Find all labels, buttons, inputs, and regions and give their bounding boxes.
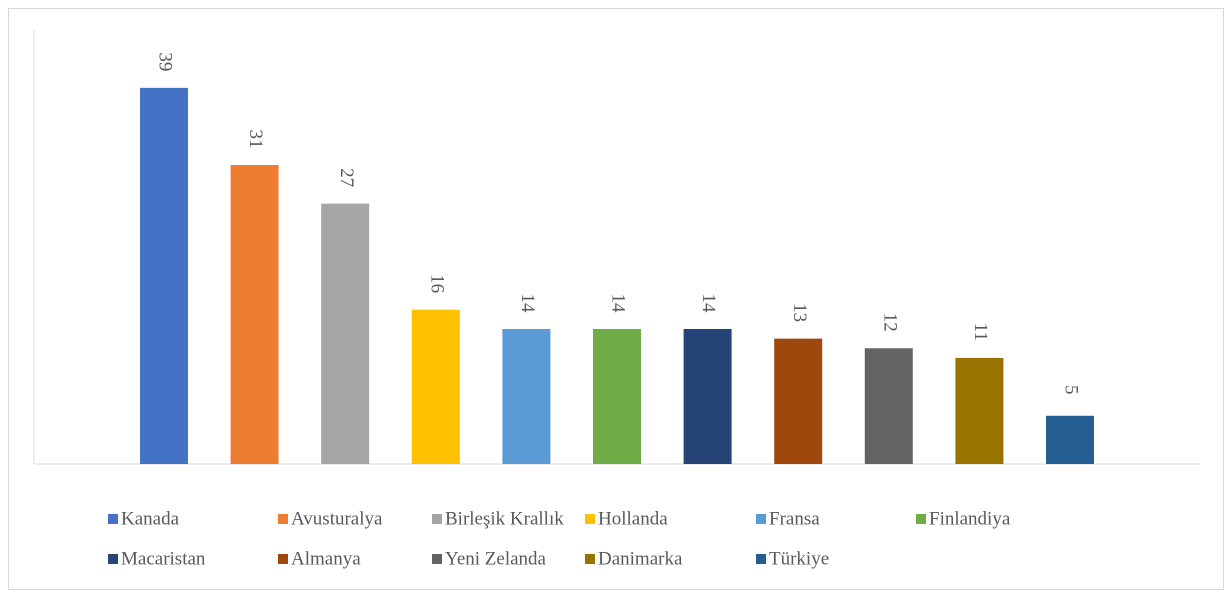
legend-label: Türkiye	[769, 548, 829, 569]
data-label: 39	[155, 52, 176, 71]
legend-swatch	[278, 554, 288, 564]
legend-label: Yeni Zelanda	[445, 548, 547, 569]
bar	[230, 165, 279, 464]
data-label: 27	[336, 168, 357, 187]
bar	[955, 357, 1004, 464]
bar	[864, 348, 913, 464]
legend-swatch	[916, 514, 926, 524]
data-label: 16	[426, 274, 447, 293]
legend-label: Hollanda	[598, 508, 668, 529]
data-label: 13	[789, 303, 810, 322]
bar	[593, 328, 641, 464]
legend-swatch	[585, 554, 595, 564]
legend-swatch	[108, 514, 118, 524]
bar	[1046, 415, 1094, 464]
legend-label: Danimarka	[598, 548, 683, 569]
data-label: 14	[517, 293, 538, 313]
data-label: 14	[608, 293, 629, 313]
bar	[502, 328, 551, 464]
data-label: 14	[698, 293, 719, 313]
bar	[321, 203, 370, 464]
legend-swatch	[432, 554, 442, 564]
legend-label: Almanya	[291, 548, 361, 569]
legend-swatch	[756, 514, 766, 524]
data-label: 5	[1061, 385, 1082, 395]
bar	[411, 309, 460, 464]
data-label: 31	[245, 130, 266, 149]
legend-label: Avusturalya	[291, 508, 383, 529]
legend-swatch	[585, 514, 595, 524]
legend-swatch	[756, 554, 766, 564]
bar	[683, 328, 732, 464]
bar	[140, 87, 188, 464]
legend-swatch	[278, 514, 288, 524]
legend-swatch	[108, 554, 118, 564]
legend-label: Finlandiya	[929, 508, 1011, 529]
legend-label: Birleşik Krallık	[445, 508, 564, 529]
legend-label: Fransa	[769, 508, 820, 529]
legend-swatch	[432, 514, 442, 524]
legend-label: Macaristan	[121, 548, 206, 569]
bar	[774, 338, 823, 464]
data-label: 12	[879, 313, 900, 332]
data-label: 11	[970, 323, 991, 341]
chart-frame	[8, 8, 1224, 590]
legend-label: Kanada	[121, 508, 180, 529]
